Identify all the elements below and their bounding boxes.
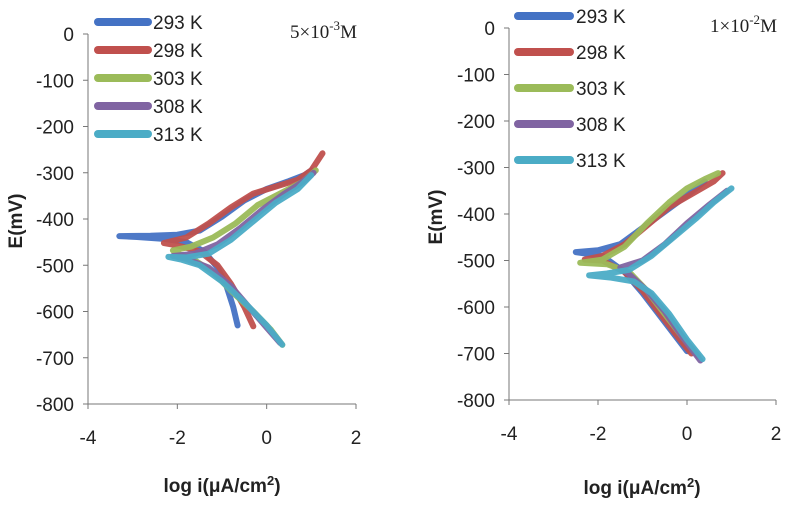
legend-label: 303 K xyxy=(576,79,626,100)
annotation-exp: -2 xyxy=(749,12,760,27)
chart-panel-left: 0 -100 -200 -300 -400 -500 -600 -700 -800 -4 -2 0 2 l… xyxy=(0,0,397,506)
x-tick-label: -4 xyxy=(80,428,97,449)
legend-label: 308 K xyxy=(153,97,203,118)
y-axis-label: E(mV) xyxy=(6,194,27,249)
annotation-unit: M xyxy=(760,16,777,37)
y-tick-label: -500 xyxy=(457,252,495,273)
y-tick-label: -500 xyxy=(36,256,74,277)
y-tick-label: -200 xyxy=(36,118,74,139)
x-tick-label: -2 xyxy=(590,424,607,445)
y-tick-label: -800 xyxy=(457,391,495,412)
y-tick-label: -700 xyxy=(36,349,74,370)
y-tick-label: 0 xyxy=(484,19,495,40)
x-tick-label: -4 xyxy=(501,424,518,445)
x-axis-label-tail: ) xyxy=(694,478,700,499)
y-tick-label: -100 xyxy=(36,71,74,92)
x-axis-label: log i(μA/cm2) xyxy=(583,475,700,499)
x-tick-label: -2 xyxy=(169,428,186,449)
concentration-annotation: 5×10-3M xyxy=(290,18,357,43)
x-axis-label-tail: ) xyxy=(274,476,280,497)
legend-label: 293 K xyxy=(153,13,203,34)
series-line-313k xyxy=(586,185,735,363)
annotation-base: 1×10 xyxy=(710,16,749,37)
legend-label: 293 K xyxy=(576,7,626,28)
x-axis-label-base: log i(μA/cm xyxy=(163,476,266,497)
y-tick-label: -600 xyxy=(457,298,495,319)
y-tick-label: -700 xyxy=(457,345,495,366)
series-line-298k xyxy=(581,170,726,357)
x-tick-label: 2 xyxy=(771,424,782,445)
legend-label: 298 K xyxy=(576,43,626,64)
y-tick-label: -200 xyxy=(457,112,495,133)
x-tick-label: 2 xyxy=(351,428,362,449)
x-axis-label-base: log i(μA/cm xyxy=(583,478,686,499)
x-axis-label-exp: 2 xyxy=(267,473,274,488)
series-line-313k xyxy=(165,172,315,348)
concentration-annotation: 1×10-2M xyxy=(710,12,777,37)
series-line-298k xyxy=(160,150,326,330)
annotation-base: 5×10 xyxy=(290,22,329,43)
x-tick-label: 0 xyxy=(261,428,272,449)
legend-label: 298 K xyxy=(153,41,203,62)
y-tick-label: -400 xyxy=(457,205,495,226)
annotation-exp: -3 xyxy=(329,18,340,33)
legend-label: 313 K xyxy=(576,151,626,172)
y-tick-label: -400 xyxy=(36,210,74,231)
y-axis-label: E(mV) xyxy=(426,190,447,245)
series-line-303k xyxy=(577,170,722,359)
x-axis-label-exp: 2 xyxy=(687,475,694,490)
x-axis-label: log i(μA/cm2) xyxy=(163,473,280,497)
annotation-unit: M xyxy=(340,22,357,43)
legend-label: 303 K xyxy=(153,69,203,90)
legend-label: 308 K xyxy=(576,115,626,136)
x-tick-label: 0 xyxy=(682,424,693,445)
y-tick-label: -300 xyxy=(457,159,495,180)
y-tick-label: -100 xyxy=(457,66,495,87)
y-tick-label: -300 xyxy=(36,164,74,185)
chart-right: 0-100-200-300-400-500-600-700-800-4 -2 0 2l… xyxy=(426,7,782,499)
y-tick-label: -800 xyxy=(36,395,74,416)
y-tick-label: 0 xyxy=(63,25,74,46)
legend-label: 313 K xyxy=(153,125,203,146)
y-tick-label: -600 xyxy=(36,303,74,324)
chart-left: 0-100-200-300-400-500-600-700-800-4 -2 0 2l… xyxy=(6,13,362,497)
chart-panel-right: 0 -100 -200 -300 -400 -500 -600 -700 -800 -4 -2 0 2 l… xyxy=(398,0,795,506)
